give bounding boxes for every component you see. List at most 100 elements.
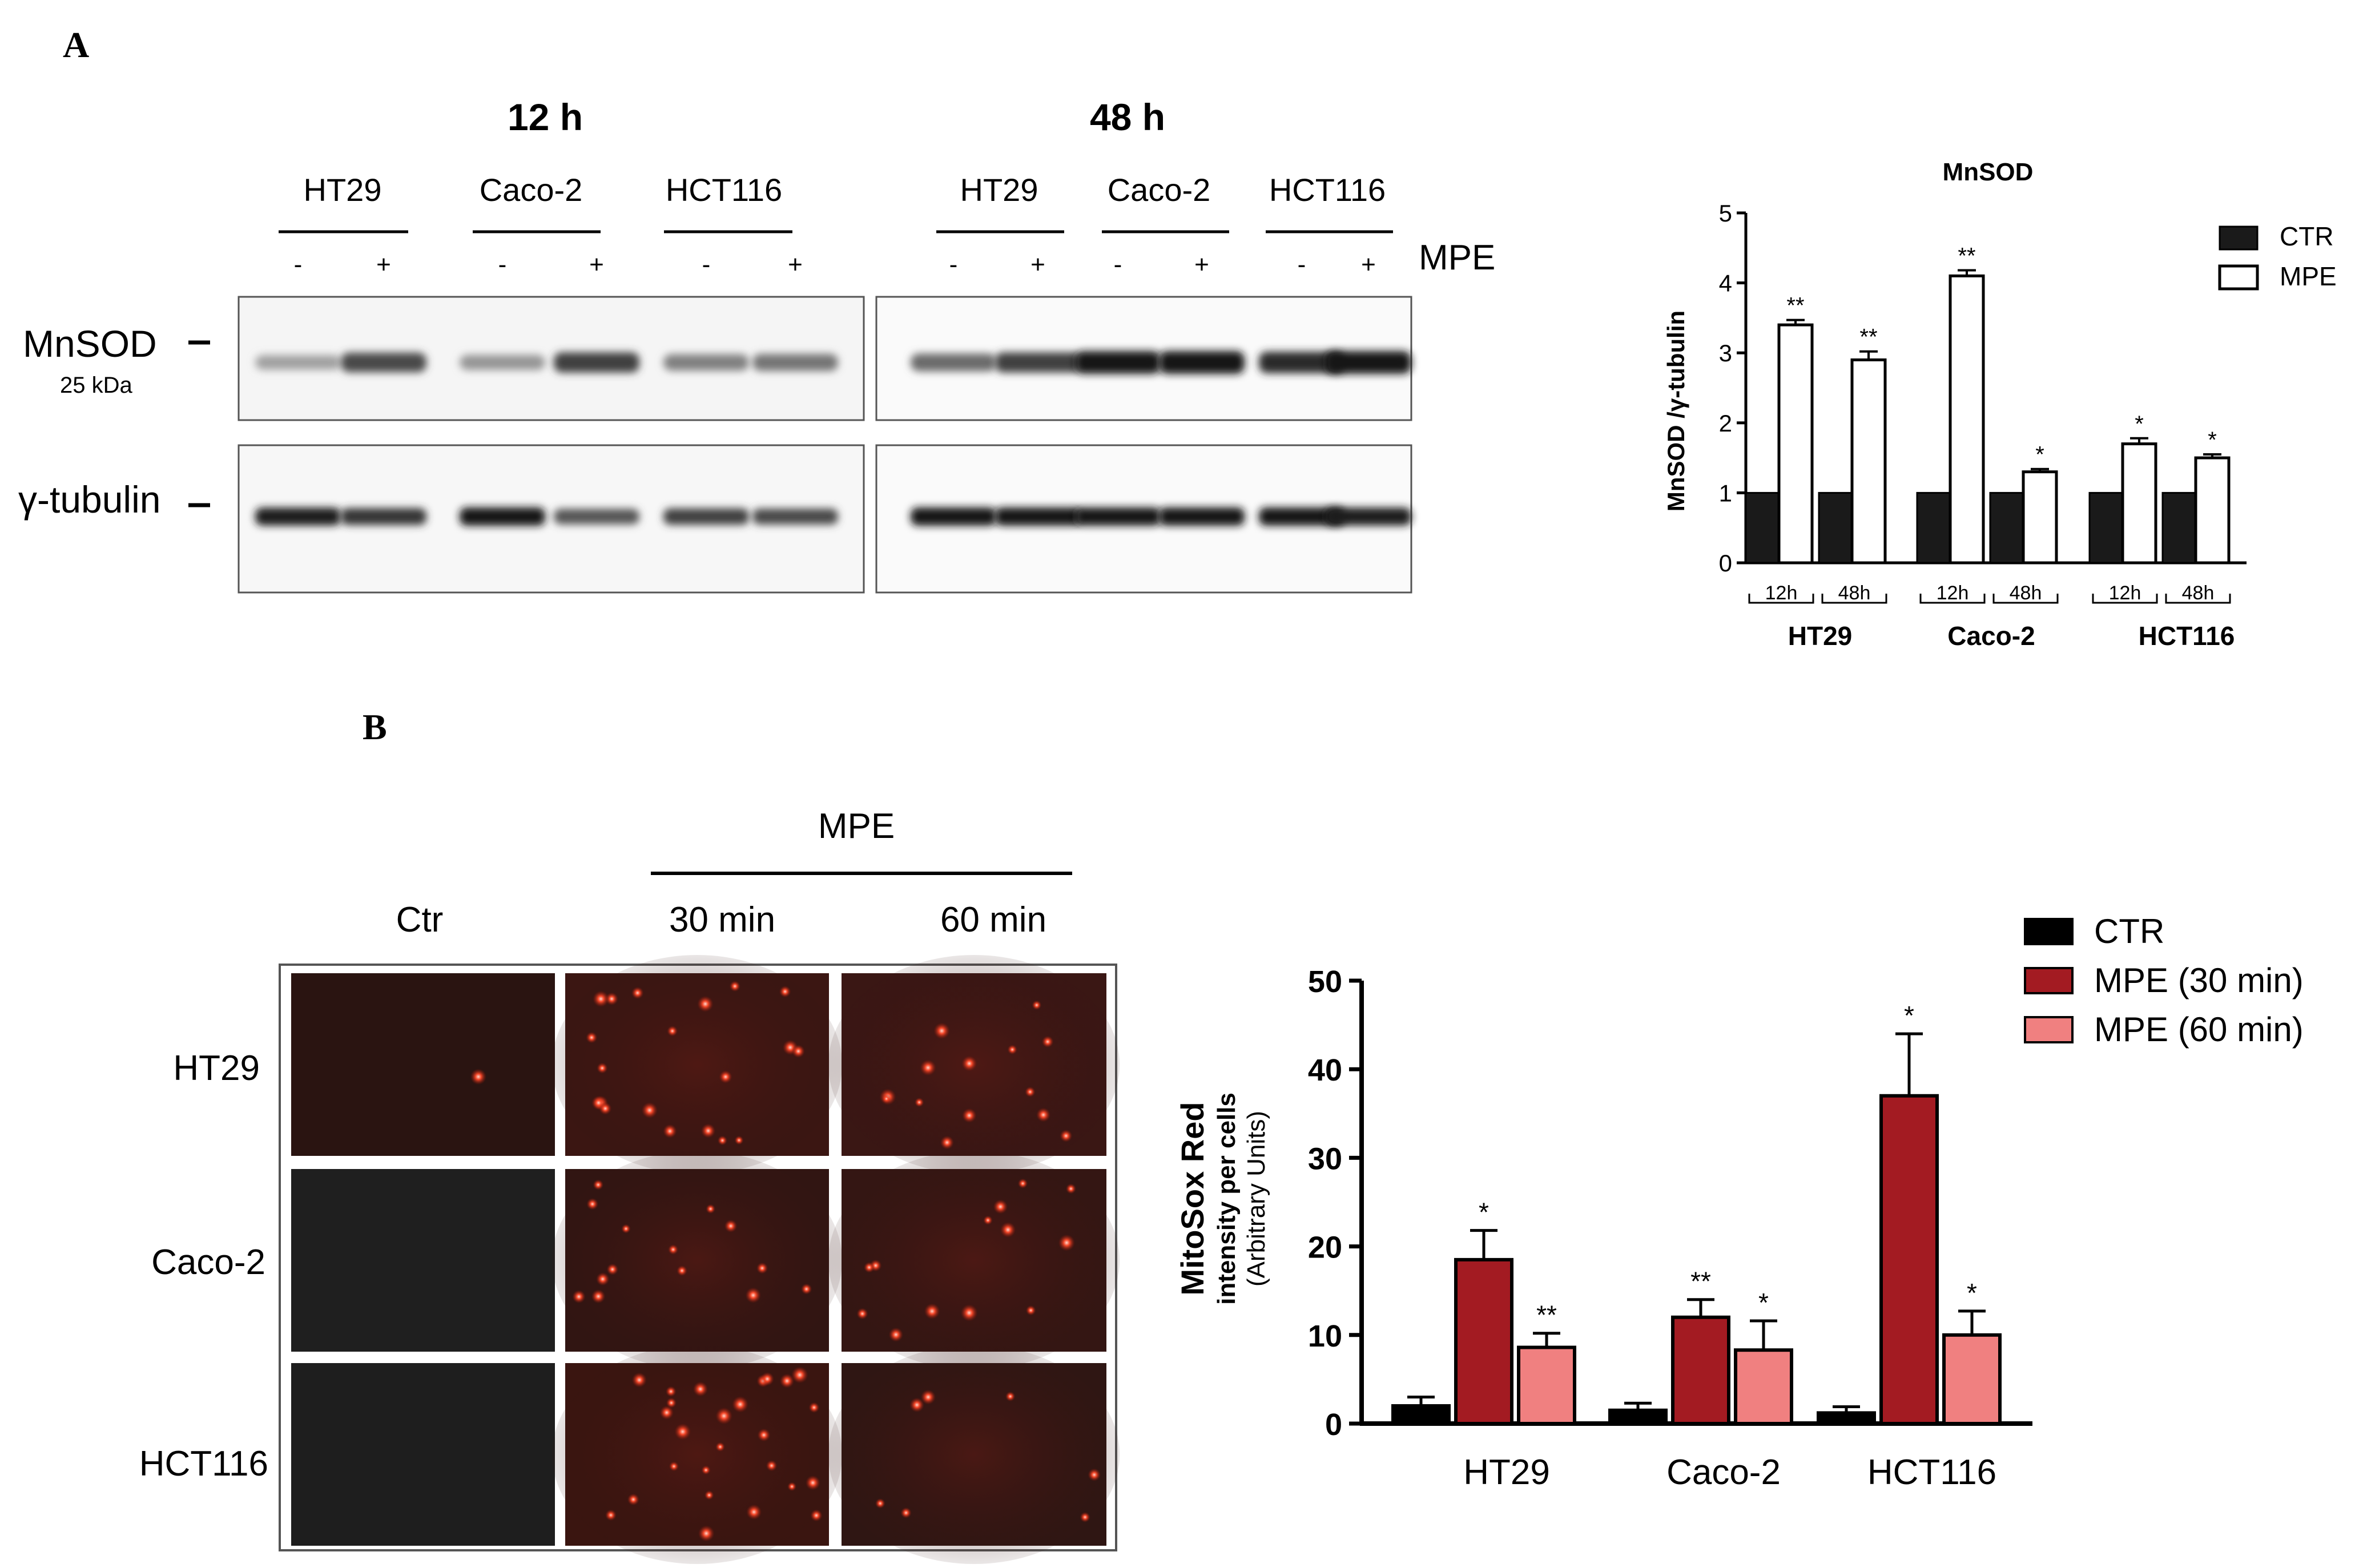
- y-tick-label: 5: [1719, 200, 1732, 227]
- timepoint-label: 12h: [1765, 582, 1798, 604]
- mnsod-band: [460, 354, 545, 370]
- micro-row-caco2: Caco-2: [151, 1243, 265, 1282]
- treatment-sign: +: [1194, 251, 1209, 279]
- micro-haze: [551, 1151, 843, 1370]
- fluorescent-cell: [1032, 1000, 1042, 1010]
- fluorescent-cell: [701, 1123, 716, 1138]
- tubulin-band: [255, 507, 341, 526]
- tubulin-band: [995, 507, 1081, 526]
- fluorescent-cell: [983, 1215, 993, 1226]
- fluorescent-cell: [606, 1263, 619, 1276]
- bar-ctr: [1817, 1411, 1876, 1425]
- fluorescent-cell: [667, 1244, 679, 1255]
- blot-cell-line-ht29-12h: HT29: [304, 172, 382, 208]
- mitosox-chart-bars: ********: [1391, 1001, 2002, 1426]
- bar-ctr: [2088, 491, 2124, 564]
- significance-mark: **: [1859, 325, 1877, 350]
- bar-ctr: [1989, 491, 2024, 564]
- mitosox-category-caco2: Caco-2: [1666, 1453, 1781, 1492]
- fluorescent-cell: [875, 1498, 885, 1509]
- fluorescent-cell: [659, 1405, 674, 1420]
- fluorescent-cell: [641, 1102, 658, 1119]
- fluorescent-cell: [920, 1389, 936, 1405]
- mnsod-band: [1075, 351, 1161, 374]
- significance-mark: **: [1536, 1300, 1557, 1330]
- fluorescent-cell: [470, 1069, 487, 1085]
- legend-label-mpe-30: MPE (30 min): [2094, 961, 2304, 999]
- mitosox-ylabel-line3: (Arbitrary Units): [1242, 1111, 1270, 1287]
- fluorescent-cell: [597, 1062, 608, 1074]
- bar-mpe-60: [1942, 1333, 2002, 1426]
- fluorescent-cell: [756, 1262, 768, 1274]
- fluorescent-cell: [810, 1509, 823, 1522]
- fluorescent-cell: [914, 1097, 924, 1107]
- fluorescent-cell: [746, 1504, 762, 1520]
- fluorescent-cell: [669, 1461, 679, 1472]
- tubulin-band: [554, 509, 639, 525]
- mnsod-band: [341, 352, 426, 373]
- significance-mark: *: [2035, 442, 2044, 467]
- fluorescent-cell: [1025, 1305, 1036, 1316]
- fluorescent-cell: [940, 1135, 954, 1150]
- fluorescent-cell: [856, 1308, 868, 1320]
- bar-ctr: [1391, 1404, 1451, 1425]
- legend-swatch-mpe-30: [2024, 967, 2074, 994]
- micro-row-hct116: HCT116: [139, 1444, 268, 1484]
- western-blot: 12 h 48 h HT29 Caco-2 HCT116 HT29 Caco-2…: [18, 96, 1495, 594]
- blot-cell-line-hct116-12h: HCT116: [666, 172, 782, 208]
- y-tick-label: 20: [1308, 1231, 1342, 1265]
- mnsod-chart-timepoint-brackets: 12h 48h 12h 48h 12h 48h: [1748, 582, 2231, 604]
- timepoint-label: 12h: [1937, 582, 1969, 604]
- bar-ctr: [1745, 491, 1780, 564]
- tubulin-band: [1326, 507, 1411, 526]
- legend-label-mpe: MPE: [2280, 261, 2337, 291]
- fluorescent-cell: [586, 1031, 598, 1043]
- micro-haze: [828, 1151, 1120, 1370]
- fluorescent-cell: [666, 1397, 677, 1408]
- bar-ctr: [1608, 1408, 1668, 1425]
- fluorescent-cell: [1058, 1234, 1076, 1251]
- micro-col-30min: 30 min: [669, 900, 775, 940]
- micro-mpe-label: MPE: [818, 807, 895, 846]
- bar-ctr: [1916, 491, 1951, 564]
- treatment-sign: -: [949, 251, 958, 279]
- fluorescent-cell: [1017, 1178, 1028, 1189]
- micro-haze: [551, 955, 843, 1174]
- fluorescent-cell: [665, 1386, 677, 1397]
- fluorescent-cell: [920, 1059, 936, 1076]
- time-label-12h: 12 h: [508, 96, 583, 138]
- fluorescent-cell: [791, 1045, 805, 1058]
- fluorescent-cell: [808, 1402, 820, 1413]
- mnsod-chart-legend: CTR MPE: [2218, 221, 2337, 291]
- fluorescent-cell: [593, 990, 609, 1007]
- fluorescent-cell: [605, 1509, 617, 1521]
- fluorescent-cell: [779, 985, 791, 998]
- y-tick-label: 30: [1308, 1142, 1342, 1176]
- fluorescent-cell: [805, 1475, 820, 1490]
- fluorescent-cell: [572, 1289, 586, 1304]
- fluorescent-cell: [993, 1199, 1008, 1214]
- mitosox-category-ht29: HT29: [1463, 1453, 1550, 1492]
- bar-mpe-30: [1454, 1257, 1513, 1425]
- timepoint-bracket: [1919, 594, 1986, 604]
- fluorescent-cell: [1060, 1129, 1073, 1142]
- mitosox-category-labels: HT29 Caco-2 HCT116: [1463, 1453, 1996, 1492]
- fluorescent-cell: [627, 1493, 639, 1506]
- fluorescent-cell: [766, 1460, 778, 1472]
- mitosox-ylabel-line1: MitoSox Red: [1174, 1102, 1210, 1295]
- fluorescent-cell: [779, 1373, 795, 1388]
- fluorescent-cell: [697, 995, 714, 1012]
- blot-cell-line-caco2-48h: Caco-2: [1108, 172, 1211, 208]
- bar-mpe-30: [1879, 1094, 1939, 1425]
- mnsod-chart-group-labels: HT29 Caco-2 HCT116: [1788, 621, 2235, 651]
- fluorescent-cell: [724, 1219, 738, 1233]
- fluorescent-cell: [667, 1025, 678, 1037]
- mnsod-chart-ylabel: MnSOD /γ-tubulin: [1662, 311, 1689, 511]
- fluorescent-cell: [863, 1261, 875, 1273]
- timepoint-label: 48h: [1838, 582, 1871, 604]
- fluorescent-cell: [593, 1179, 604, 1190]
- timepoint-bracket: [1992, 594, 2059, 604]
- fluorescent-cell: [1000, 1222, 1016, 1238]
- legend-label-ctr: CTR: [2280, 221, 2334, 251]
